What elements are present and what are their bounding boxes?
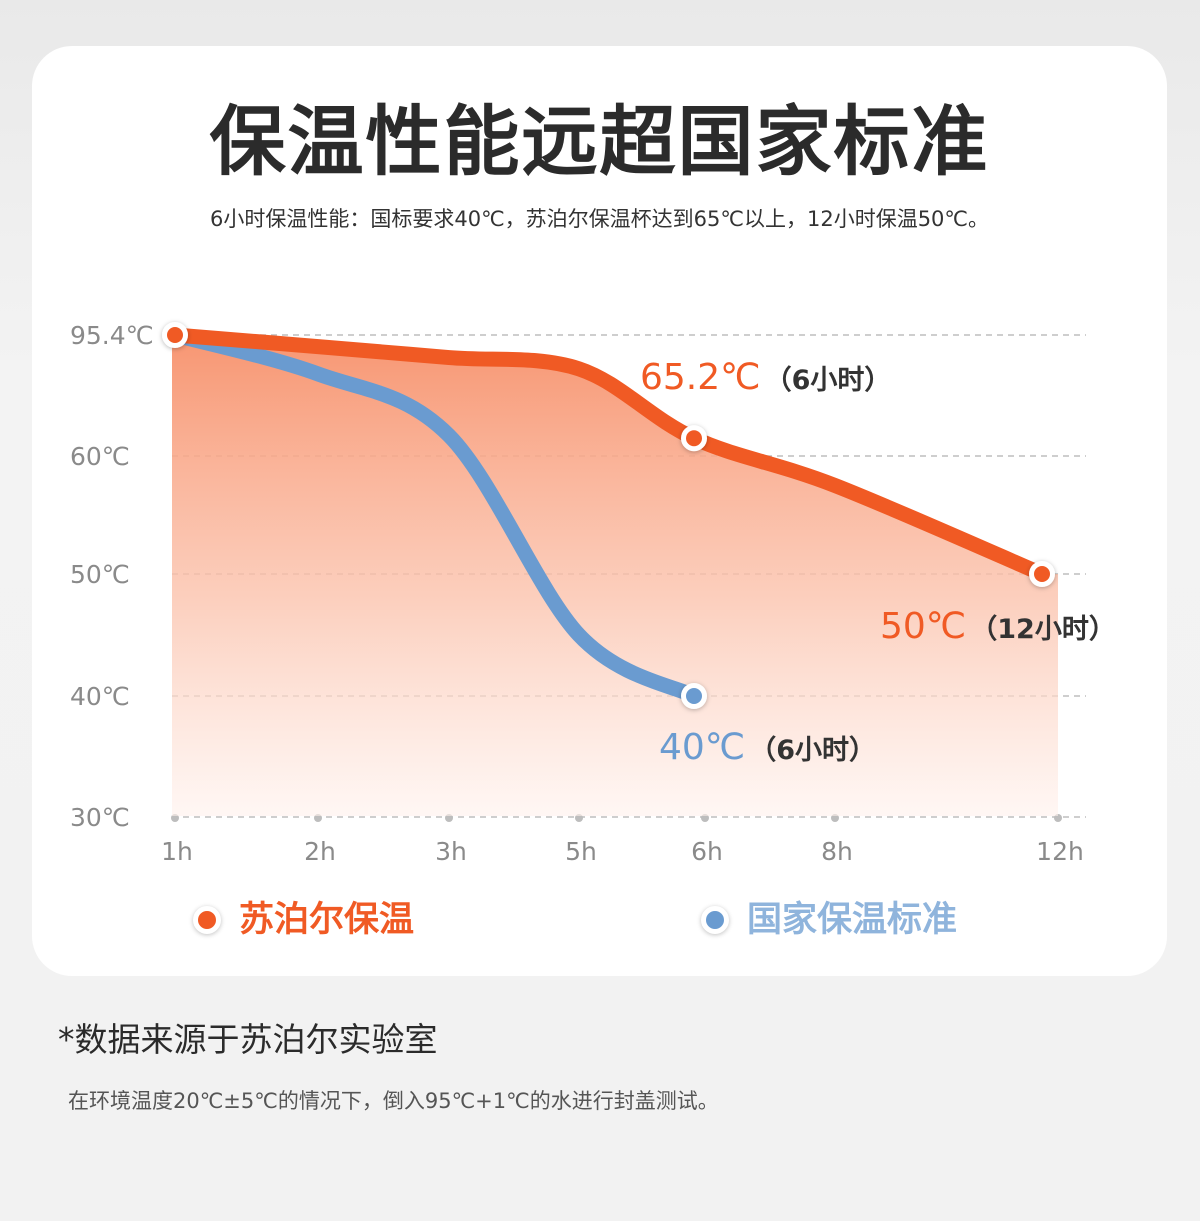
annotation-value: 65.2℃ bbox=[640, 357, 761, 398]
legend-label-national: 国家保温标准 bbox=[747, 900, 958, 940]
area-layer bbox=[172, 335, 1058, 816]
y-tick-label: 60℃ bbox=[70, 442, 130, 471]
x-tick-label: 2h bbox=[304, 837, 336, 866]
temperature-chart: 95.4℃60℃50℃40℃30℃1h 2h 3h 5h 6h 8h 12h 65.2℃ （6… bbox=[70, 321, 1116, 866]
y-tick-label: 95.4℃ bbox=[70, 321, 154, 350]
series-line-national bbox=[167, 327, 702, 704]
data-point-marker-core bbox=[1034, 566, 1050, 582]
annotation-note: （12小时） bbox=[970, 614, 1116, 645]
x-tick-label: 8h bbox=[821, 837, 853, 866]
series-line-supor bbox=[167, 327, 1050, 582]
legend-label-supor: 苏泊尔保温 bbox=[239, 900, 415, 940]
start-point-marker-core bbox=[167, 327, 183, 343]
x-tick-label: 12h bbox=[1036, 837, 1084, 866]
legend-item-supor: 苏泊尔保温 bbox=[193, 898, 414, 942]
annotation-value: 40℃ bbox=[659, 727, 745, 768]
y-tick-label: 40℃ bbox=[70, 682, 130, 711]
line-layer bbox=[167, 327, 1050, 704]
legend-dot-national-icon bbox=[701, 906, 729, 934]
annotation-note: （6小时） bbox=[749, 735, 876, 766]
page-title: 保温性能远超国家标准 bbox=[209, 97, 990, 186]
x-tick-label: 3h bbox=[435, 837, 467, 866]
page-subtitle: 6小时保温性能：国标要求40℃，苏泊尔保温杯达到65℃以上，12小时保温50℃。 bbox=[210, 207, 989, 231]
y-tick-label: 50℃ bbox=[70, 560, 130, 589]
x-tick-label: 1h bbox=[161, 837, 193, 866]
legend-item-national: 国家保温标准 bbox=[701, 898, 957, 942]
supor-area bbox=[172, 335, 1058, 816]
label-layer: 65.2℃ （6小时）50℃ （12小时）40℃ （6小时） bbox=[640, 357, 1116, 768]
y-tick-label: 30℃ bbox=[70, 803, 130, 832]
x-tick-label: 5h bbox=[565, 837, 597, 866]
source-title: *数据来源于苏泊尔实验室 bbox=[58, 1020, 438, 1059]
source-note: 在环境温度20℃±5℃的情况下，倒入95℃+1℃的水进行封盖测试。 bbox=[68, 1089, 719, 1113]
x-tick-label: 6h bbox=[691, 837, 723, 866]
annotation-label: 65.2℃ （6小时） bbox=[640, 357, 891, 398]
legend-dot-supor-icon bbox=[193, 906, 221, 934]
annotation-label: 50℃ （12小时） bbox=[880, 606, 1116, 647]
data-point-marker-core bbox=[686, 688, 702, 704]
annotation-label: 40℃ （6小时） bbox=[659, 727, 876, 768]
annotation-note: （6小时） bbox=[765, 365, 892, 396]
data-point-marker-core bbox=[686, 430, 702, 447]
annotation-value: 50℃ bbox=[880, 606, 966, 647]
marker-layer bbox=[162, 322, 1055, 709]
